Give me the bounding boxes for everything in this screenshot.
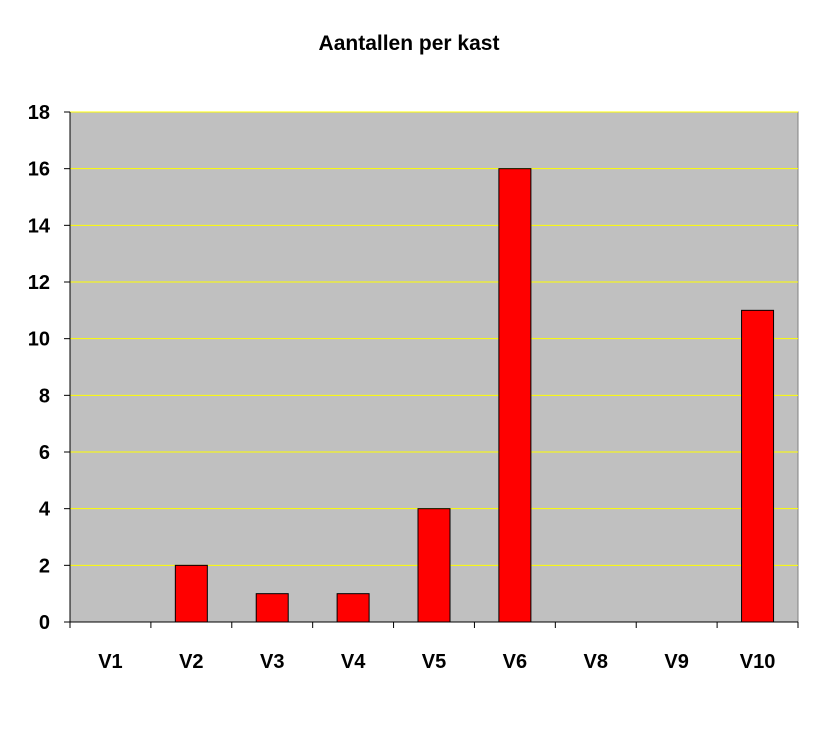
y-tick-label: 18 [28,102,50,124]
x-tick-label: V9 [664,651,688,673]
bars [174,168,775,623]
bar-v10 [741,309,775,623]
y-tick-label: 12 [28,272,50,294]
y-tick-label: 8 [39,385,50,407]
y-tick-label: 0 [39,612,50,634]
y-tick-label: 10 [28,329,50,351]
axes [69,112,798,623]
y-axis-ticks: 0 2 4 6 8 10 12 14 16 18 [28,102,70,634]
x-tick-label: V8 [584,651,608,673]
bar-v3 [255,593,289,623]
x-tick-label: V2 [179,651,203,673]
bar-v4 [336,593,370,623]
y-tick-label: 16 [28,159,50,181]
y-tick-label: 6 [39,442,50,464]
x-tick-label: V3 [260,651,284,673]
y-tick-label: 2 [39,555,50,577]
bar-v6 [498,168,532,623]
bar-v5 [417,508,451,623]
x-tick-label: V5 [422,651,446,673]
chart-title: Aantallen per kast [319,32,500,55]
y-tick-label: 4 [39,499,51,521]
x-tick-label: V4 [341,651,366,673]
x-tick-label: V6 [503,651,527,673]
y-tick-label: 14 [28,215,51,237]
bar-v2 [174,564,208,623]
x-axis-ticks: V1 V2 V3 V4 V5 V6 V8 V9 V10 [69,622,799,673]
x-tick-label: V10 [740,651,776,673]
x-tick-label: V1 [98,651,122,673]
